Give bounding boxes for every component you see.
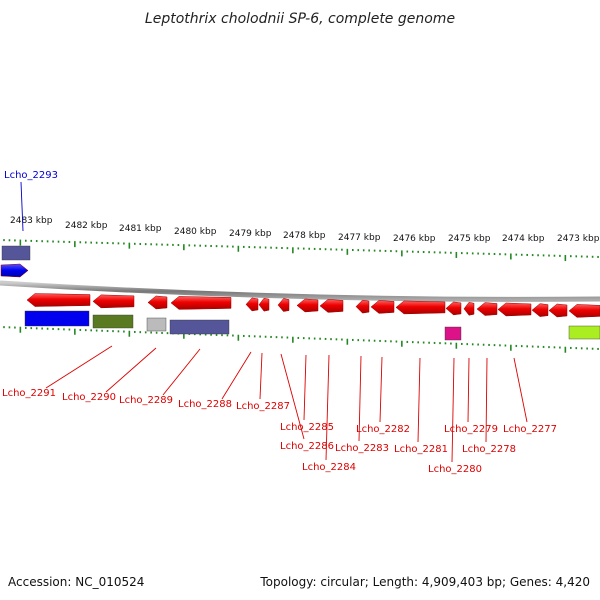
cog-box bbox=[146, 317, 167, 332]
kbp-label: 2479 kbp bbox=[229, 229, 272, 239]
label-leader-line bbox=[513, 357, 528, 423]
cog-box bbox=[444, 326, 462, 341]
gene-label[interactable]: Lcho_2288 bbox=[178, 399, 232, 410]
gene-arrow-red bbox=[147, 295, 168, 310]
gene-label[interactable]: Lcho_2279 bbox=[444, 424, 498, 435]
kbp-label: 2483 kbp bbox=[10, 216, 53, 226]
kbp-label: 2480 kbp bbox=[174, 227, 217, 237]
label-leader-line bbox=[303, 354, 307, 421]
label-leader-line bbox=[417, 357, 421, 443]
gene-arrow-red bbox=[531, 303, 549, 317]
kbp-label: 2476 kbp bbox=[393, 234, 436, 244]
gene-arrow-red bbox=[355, 299, 370, 314]
gene-arrow-red bbox=[568, 304, 600, 318]
gene-label[interactable]: Lcho_2290 bbox=[62, 392, 116, 403]
cog-box bbox=[1, 245, 31, 261]
label-leader-line bbox=[379, 356, 383, 423]
gene-features bbox=[0, 245, 600, 341]
gene-arrow-red bbox=[476, 302, 498, 316]
gene-label[interactable]: Lcho_2289 bbox=[119, 395, 173, 406]
cog-box bbox=[92, 314, 134, 329]
gene-arrow-red bbox=[170, 296, 232, 310]
gene-arrow-red bbox=[370, 300, 395, 314]
gene-arrow-red bbox=[319, 299, 344, 313]
label-leader-line bbox=[358, 355, 362, 442]
cog-box bbox=[24, 310, 90, 327]
label-leader-line bbox=[20, 181, 24, 232]
accession-text: Accession: NC_010524 bbox=[8, 575, 144, 589]
label-leader-line bbox=[105, 347, 157, 393]
label-leader-line bbox=[221, 351, 252, 400]
gene-label[interactable]: Lcho_2280 bbox=[428, 464, 482, 475]
gene-arrow-red bbox=[258, 297, 270, 312]
tick-row-bottom bbox=[3, 326, 599, 353]
kbp-label: 2473 kbp bbox=[557, 234, 600, 244]
gene-label[interactable]: Lcho_2293 bbox=[4, 170, 58, 181]
label-leader-line bbox=[467, 357, 470, 423]
gene-arrow-blue bbox=[0, 263, 29, 278]
genome-backbone bbox=[0, 280, 600, 302]
gene-arrow-red bbox=[296, 298, 319, 313]
kbp-label: 2474 kbp bbox=[502, 234, 545, 244]
kbp-label: 2482 kbp bbox=[65, 221, 108, 231]
label-leader-line bbox=[280, 353, 305, 440]
gene-label[interactable]: Lcho_2277 bbox=[503, 424, 557, 435]
map-title: Leptothrix cholodnii SP-6, complete geno… bbox=[145, 11, 455, 27]
gene-labels: Lcho_2293 Lcho_2291 Lcho_2290 Lcho_2289 Lcho… bbox=[2, 170, 557, 475]
genome-summary-text: Topology: circular; Length: 4,909,403 bp… bbox=[259, 575, 590, 589]
cog-box bbox=[169, 319, 230, 335]
label-leader-line bbox=[485, 357, 488, 443]
label-leader-line bbox=[451, 357, 455, 463]
cog-box bbox=[568, 325, 600, 340]
gene-label[interactable]: Lcho_2291 bbox=[2, 388, 56, 399]
gene-label[interactable]: Lcho_2283 bbox=[335, 443, 389, 454]
gene-arrow-red bbox=[497, 302, 532, 317]
gene-arrow-red bbox=[445, 301, 462, 316]
gene-arrow-red bbox=[26, 293, 91, 307]
gene-arrow-red bbox=[92, 294, 135, 309]
label-leader-line bbox=[259, 352, 263, 400]
gene-label[interactable]: Lcho_2284 bbox=[302, 462, 356, 473]
kbp-label: 2478 kbp bbox=[283, 231, 326, 241]
gene-label[interactable]: Lcho_2285 bbox=[280, 422, 334, 433]
label-leader-line bbox=[45, 345, 113, 389]
kbp-label-row: 2483 kbp 2482 kbp 2481 kbp 2480 kbp 2479 kbp… bbox=[10, 216, 600, 244]
kbp-label: 2475 kbp bbox=[448, 234, 491, 244]
gene-arrow-red bbox=[277, 298, 290, 312]
gene-label[interactable]: Lcho_2286 bbox=[280, 441, 334, 452]
gene-label[interactable]: Lcho_2278 bbox=[462, 444, 516, 455]
tick-row-top bbox=[3, 239, 599, 262]
label-leader-line bbox=[162, 348, 201, 396]
gene-label[interactable]: Lcho_2281 bbox=[394, 444, 448, 455]
gene-arrow-red bbox=[463, 302, 475, 316]
label-leader-line bbox=[325, 354, 330, 461]
kbp-label: 2477 kbp bbox=[338, 233, 381, 243]
gene-arrow-red bbox=[548, 303, 568, 318]
gene-label[interactable]: Lcho_2287 bbox=[236, 401, 290, 412]
gene-arrow-red bbox=[245, 297, 259, 312]
gene-arrow-red bbox=[395, 300, 446, 315]
kbp-label: 2481 kbp bbox=[119, 224, 162, 234]
gene-label[interactable]: Lcho_2282 bbox=[356, 424, 410, 435]
